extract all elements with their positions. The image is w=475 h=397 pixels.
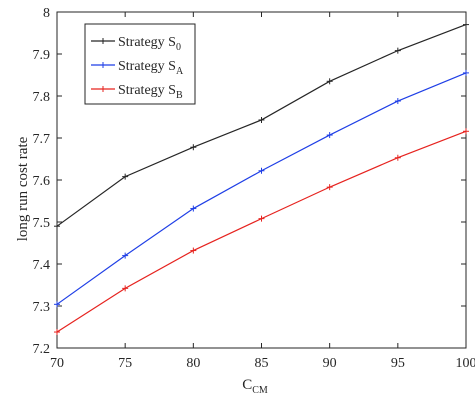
y-tick-label: 7.2 [33,342,51,357]
data-point [259,216,265,222]
y-tick-label: 7.7 [33,132,51,147]
data-point [122,285,128,291]
data-point [463,70,469,76]
data-point [54,329,60,335]
y-axis-label: long run cost rate [15,136,31,241]
data-point [395,98,401,104]
x-tick-label: 80 [186,356,200,371]
data-point [259,168,265,174]
x-tick-label: 100 [456,356,475,371]
y-tick-label: 7.3 [33,300,51,315]
x-tick-label: 70 [50,356,64,371]
x-tick-label: 90 [323,356,337,371]
x-tick-label: 95 [391,356,405,371]
y-tick-label: 7.6 [33,174,51,189]
data-point [190,144,196,150]
x-tick-label: 75 [118,356,132,371]
x-tick-label: 85 [255,356,269,371]
data-point [327,132,333,138]
series-b [54,128,469,335]
data-point [327,78,333,84]
y-tick-label: 7.9 [33,48,51,63]
y-tick-label: 8 [43,6,50,21]
series-a [54,70,469,307]
series-line [57,73,466,304]
x-axis-label: CCM [242,377,268,396]
y-tick-label: 7.8 [33,90,51,105]
y-tick-label: 7.4 [33,258,51,273]
data-point [259,117,265,123]
data-point [463,128,469,134]
y-tick-label: 7.5 [33,216,51,231]
data-point [190,248,196,254]
series-line [57,131,466,332]
data-point [327,184,333,190]
data-point [395,48,401,54]
data-point [395,155,401,161]
data-point [463,22,469,28]
